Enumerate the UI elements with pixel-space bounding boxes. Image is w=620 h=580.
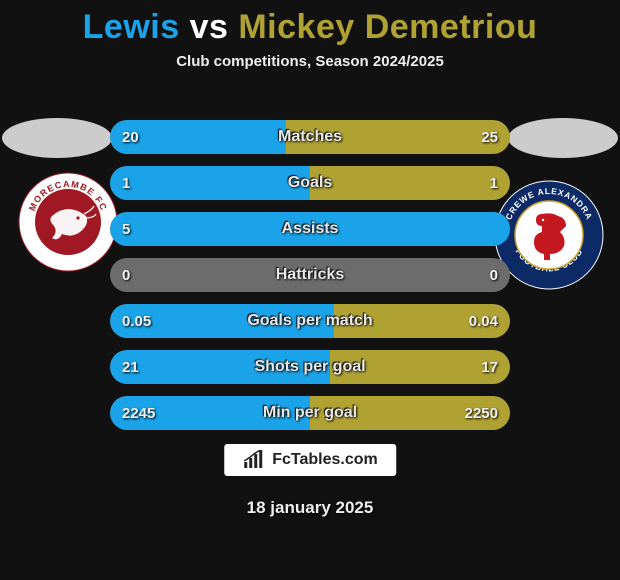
stat-bars: Matches20 25 Goals1 1 Assists5 Hattricks0 0 Goa… <box>110 120 510 442</box>
right-oval <box>508 118 618 158</box>
stat-value-left: 5 <box>122 212 130 246</box>
stat-row: Goals1 1 <box>110 166 510 200</box>
stat-value-right: 17 <box>481 350 498 384</box>
stat-value-left: 2245 <box>122 396 155 430</box>
stat-label: Goals <box>110 166 510 200</box>
stat-value-right: 0 <box>490 258 498 292</box>
stat-value-right: 0.04 <box>469 304 498 338</box>
date-text: 18 january 2025 <box>0 498 620 518</box>
stat-label: Hattricks <box>110 258 510 292</box>
stat-row: Goals per match0.05 0.04 <box>110 304 510 338</box>
stat-label: Min per goal <box>110 396 510 430</box>
player2-name: Mickey Demetriou <box>238 8 537 46</box>
site-name: FcTables.com <box>272 451 378 469</box>
chart-icon <box>242 450 266 470</box>
stat-row: Hattricks0 0 <box>110 258 510 292</box>
vs-text: vs <box>190 8 229 46</box>
stat-value-left: 0.05 <box>122 304 151 338</box>
stat-row: Matches20 25 <box>110 120 510 154</box>
club-badge-left: MORECAMBE FC <box>18 172 118 272</box>
player1-name: Lewis <box>83 8 180 46</box>
stat-value-left: 20 <box>122 120 139 154</box>
stat-label: Shots per goal <box>110 350 510 384</box>
stat-label: Matches <box>110 120 510 154</box>
stat-value-left: 0 <box>122 258 130 292</box>
stat-value-left: 21 <box>122 350 139 384</box>
stat-row: Min per goal2245 2250 <box>110 396 510 430</box>
stat-value-right: 25 <box>481 120 498 154</box>
morecambe-badge-icon: MORECAMBE FC <box>18 172 118 272</box>
left-oval <box>2 118 112 158</box>
stat-label: Goals per match <box>110 304 510 338</box>
site-badge[interactable]: FcTables.com <box>224 444 396 476</box>
stat-row: Shots per goal21 17 <box>110 350 510 384</box>
subtitle: Club competitions, Season 2024/2025 <box>0 53 620 70</box>
stat-value-left: 1 <box>122 166 130 200</box>
stat-label: Assists <box>110 212 510 246</box>
stat-row: Assists5 <box>110 212 510 246</box>
club-badge-right: CREWE ALEXANDRA FOOTBALL CLUB <box>494 180 604 290</box>
page-title: Lewis vs Mickey Demetriou <box>0 0 620 47</box>
crewe-badge-icon: CREWE ALEXANDRA FOOTBALL CLUB <box>494 180 604 290</box>
stat-value-right: 1 <box>490 166 498 200</box>
stat-value-right: 2250 <box>465 396 498 430</box>
